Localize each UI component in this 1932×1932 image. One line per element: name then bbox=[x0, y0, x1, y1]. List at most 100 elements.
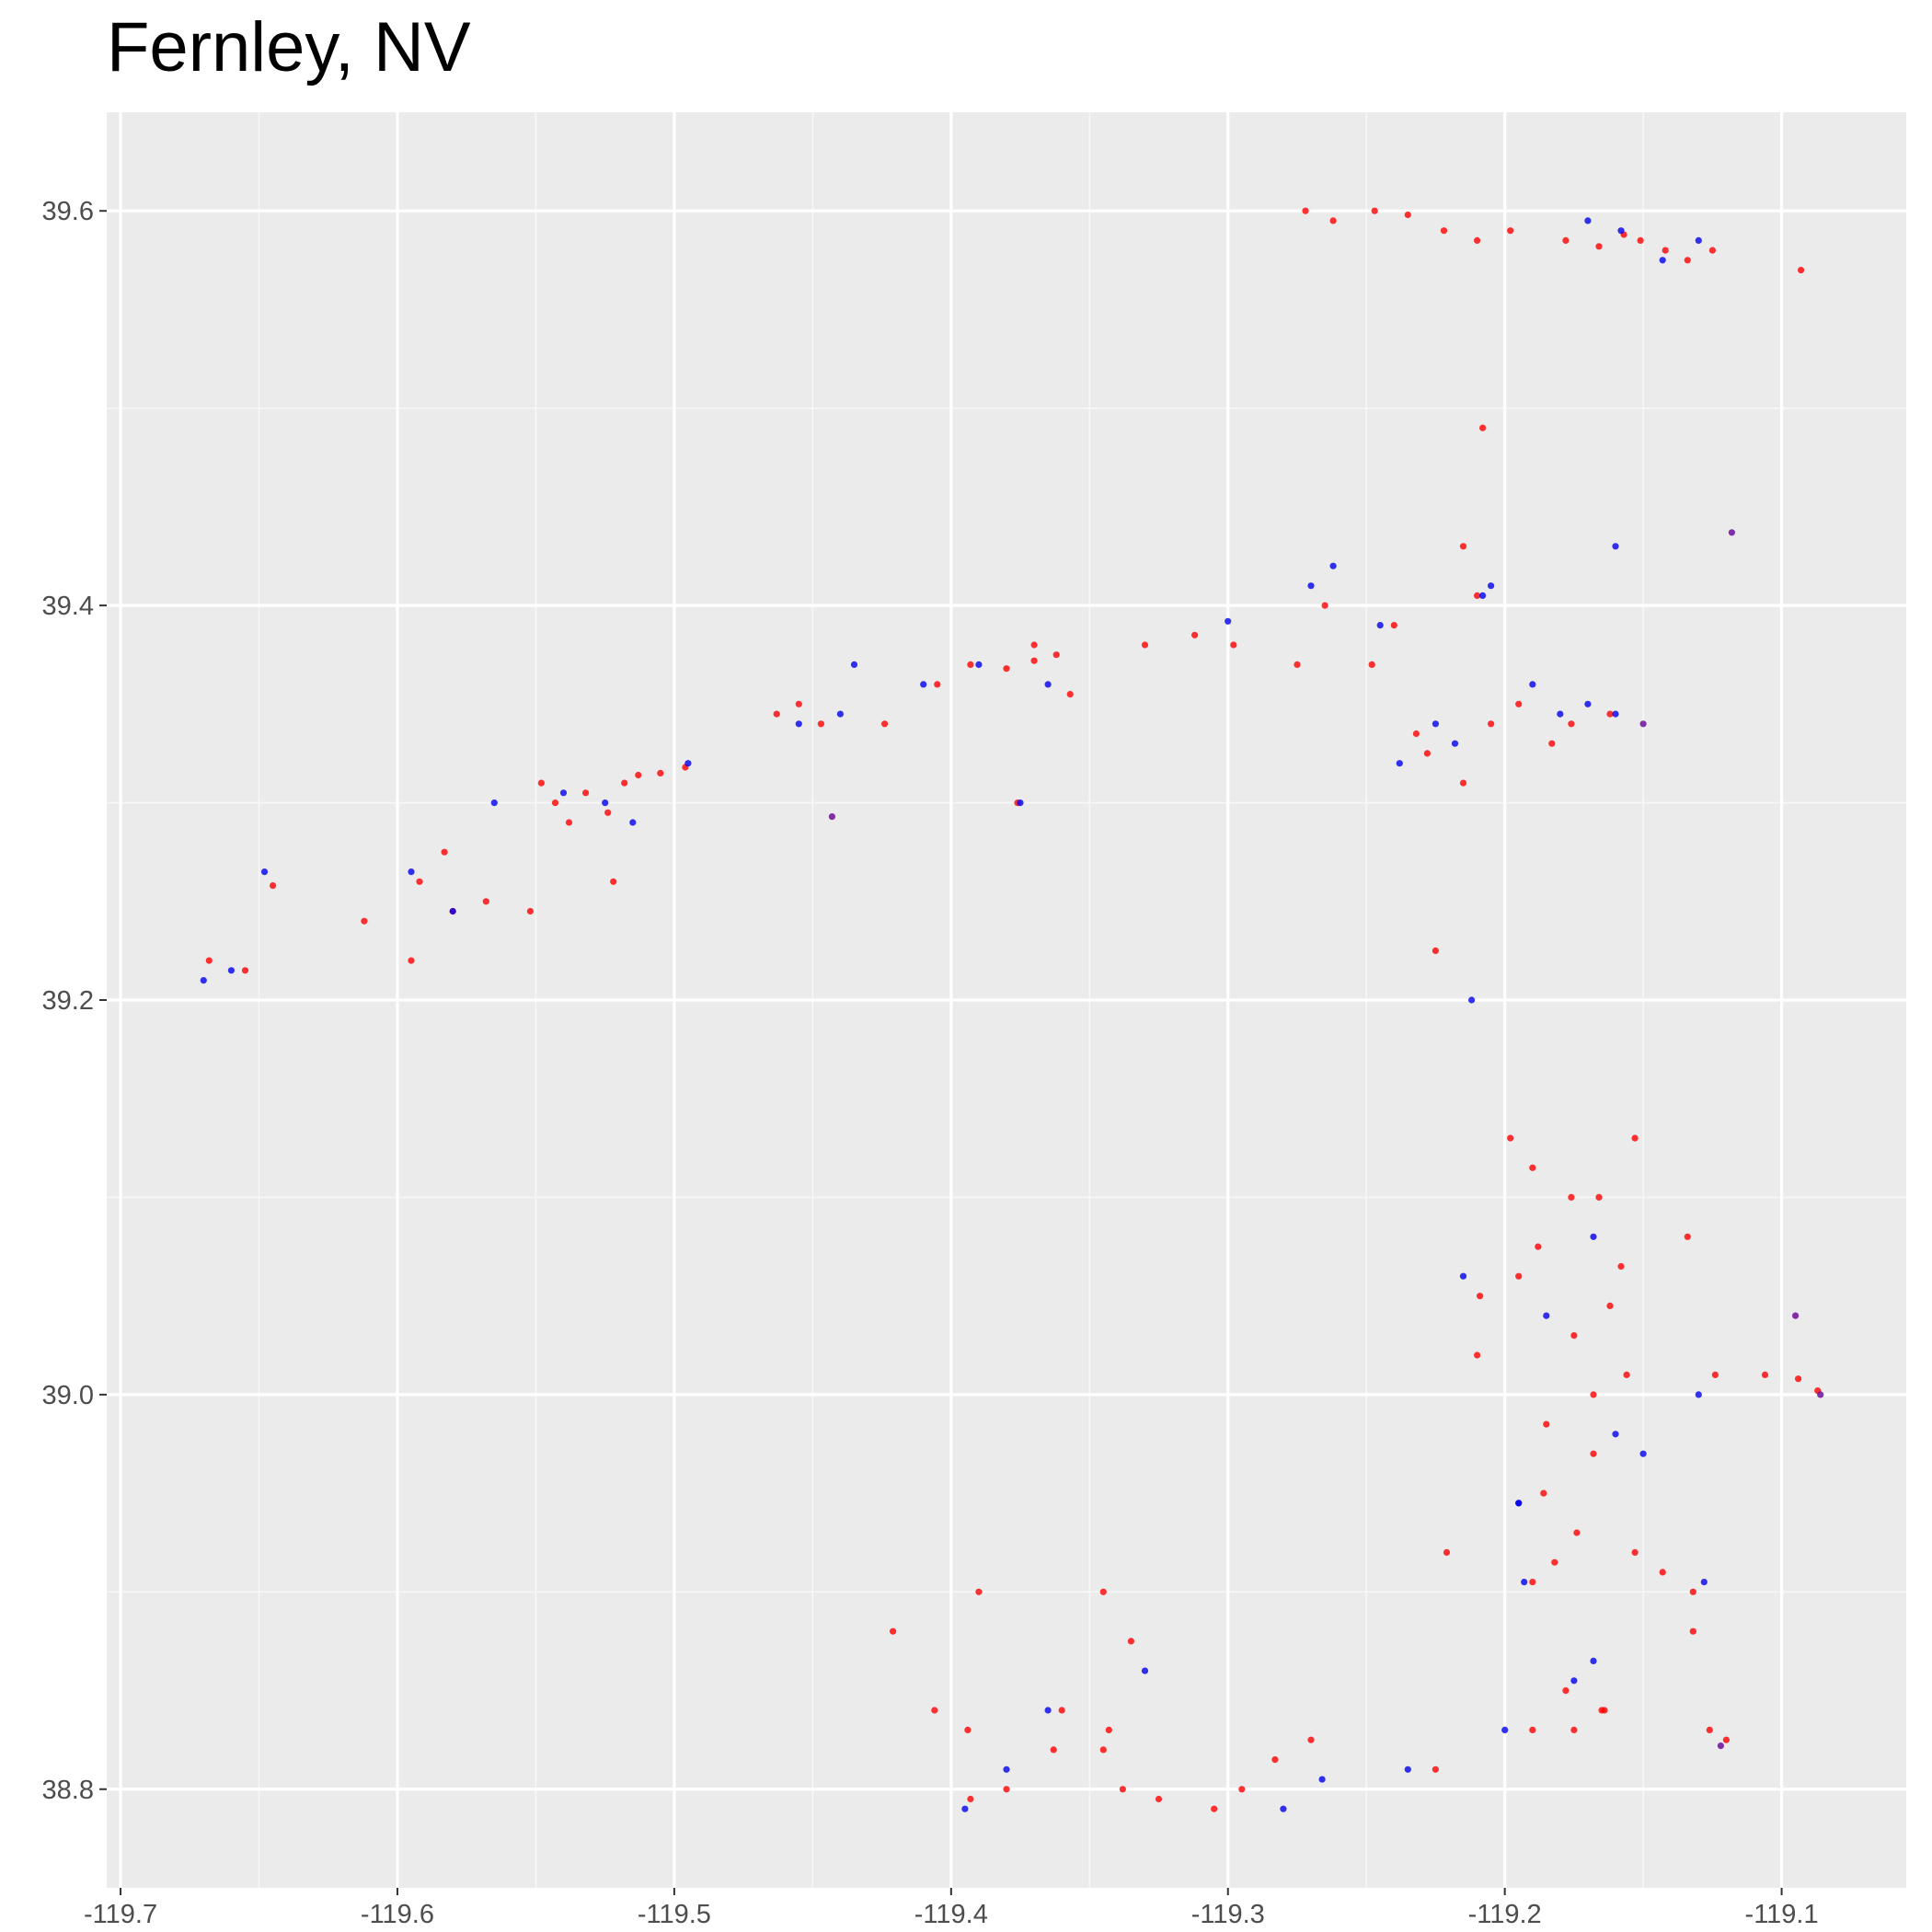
data-point bbox=[836, 710, 845, 718]
major-gridlines bbox=[107, 112, 1906, 1888]
data-point bbox=[408, 868, 415, 876]
data-point bbox=[490, 799, 498, 807]
y-tick-label: 39.4 bbox=[42, 592, 94, 621]
data-point bbox=[559, 789, 568, 797]
data-point bbox=[1598, 1707, 1605, 1714]
data-point bbox=[1390, 622, 1397, 629]
data-point bbox=[1474, 1351, 1481, 1359]
data-point bbox=[526, 907, 535, 915]
data-point bbox=[1099, 1746, 1107, 1754]
data-point bbox=[1058, 1707, 1065, 1714]
data-point bbox=[1515, 1272, 1523, 1280]
data-point bbox=[1451, 740, 1459, 747]
data-point bbox=[1595, 243, 1603, 250]
data-point bbox=[1479, 424, 1487, 431]
data-point bbox=[1044, 1707, 1052, 1714]
data-point bbox=[635, 771, 642, 779]
data-point bbox=[795, 720, 802, 728]
x-tick-label: -119.3 bbox=[1191, 1900, 1265, 1929]
data-point bbox=[1717, 1742, 1724, 1750]
data-point bbox=[1474, 592, 1481, 600]
data-point bbox=[1639, 720, 1647, 728]
data-point bbox=[1052, 651, 1060, 659]
data-point bbox=[1044, 681, 1052, 688]
data-point bbox=[773, 710, 780, 718]
data-point bbox=[604, 809, 612, 816]
data-point bbox=[1003, 665, 1010, 673]
data-point bbox=[961, 1805, 969, 1812]
y-tick-label: 38.8 bbox=[42, 1776, 94, 1805]
data-point bbox=[1211, 1805, 1218, 1812]
data-point bbox=[1468, 996, 1476, 1004]
data-point bbox=[1230, 641, 1237, 649]
data-point bbox=[1662, 247, 1669, 254]
data-point bbox=[1225, 617, 1232, 625]
x-tick-label: -119.4 bbox=[914, 1900, 988, 1929]
data-point bbox=[1761, 1371, 1769, 1378]
y-tick-label: 39.6 bbox=[42, 197, 94, 226]
data-point bbox=[1371, 207, 1378, 214]
data-point bbox=[1540, 1489, 1547, 1497]
data-point bbox=[1329, 562, 1337, 569]
data-point bbox=[850, 661, 858, 669]
data-point bbox=[1689, 1588, 1696, 1595]
data-point bbox=[890, 1627, 897, 1635]
data-point bbox=[1432, 1765, 1439, 1773]
data-point bbox=[1639, 1450, 1647, 1457]
data-point bbox=[1119, 1786, 1126, 1793]
data-point bbox=[1529, 1579, 1536, 1586]
data-point bbox=[565, 819, 573, 826]
data-point bbox=[1141, 641, 1149, 649]
data-point bbox=[621, 779, 628, 787]
data-point bbox=[1792, 1312, 1800, 1319]
data-point bbox=[1404, 1765, 1411, 1773]
data-point bbox=[1459, 543, 1467, 550]
data-point bbox=[361, 917, 368, 925]
data-point bbox=[817, 720, 825, 728]
x-tick-label: -119.1 bbox=[1745, 1900, 1819, 1929]
data-point bbox=[1030, 657, 1038, 664]
data-point bbox=[1573, 1529, 1581, 1536]
data-point bbox=[241, 967, 249, 974]
data-point bbox=[1127, 1638, 1134, 1645]
data-point bbox=[1521, 1579, 1528, 1586]
data-point bbox=[1432, 720, 1439, 728]
data-point bbox=[1631, 1548, 1639, 1556]
data-point bbox=[881, 720, 889, 728]
data-point bbox=[1280, 1805, 1287, 1812]
data-point bbox=[1368, 661, 1375, 669]
data-point bbox=[1570, 1677, 1578, 1685]
y-axis: 38.8 39.0 39.2 39.4 39.6 bbox=[42, 197, 107, 1805]
data-point bbox=[934, 681, 941, 688]
data-point bbox=[1307, 1736, 1315, 1743]
data-point bbox=[795, 700, 802, 707]
series-0-points bbox=[205, 207, 1822, 1812]
x-axis: -119.7 -119.6 -119.5 -119.4 -119.3 -119.2 -119… bbox=[84, 1888, 1819, 1929]
data-point bbox=[1562, 1687, 1570, 1695]
data-point bbox=[1396, 760, 1403, 767]
data-point bbox=[1155, 1795, 1163, 1803]
data-point bbox=[416, 878, 423, 885]
data-point bbox=[1318, 1776, 1326, 1783]
data-point bbox=[1659, 1569, 1666, 1576]
x-tick-label: -119.2 bbox=[1468, 1900, 1542, 1929]
data-point bbox=[931, 1707, 938, 1714]
data-point bbox=[1302, 207, 1309, 214]
data-point bbox=[629, 819, 637, 826]
chart-title: Fernley, NV bbox=[107, 8, 471, 86]
data-point bbox=[1659, 257, 1666, 264]
data-point bbox=[582, 789, 590, 797]
y-tick-label: 39.2 bbox=[42, 986, 94, 1016]
data-points bbox=[200, 207, 1824, 1812]
data-point bbox=[205, 957, 213, 964]
data-point bbox=[1590, 1391, 1597, 1398]
data-point bbox=[1515, 700, 1523, 707]
x-tick-label: -119.5 bbox=[638, 1900, 711, 1929]
data-point bbox=[1612, 1431, 1619, 1438]
data-point bbox=[449, 907, 456, 915]
data-point bbox=[1488, 720, 1495, 728]
data-point bbox=[1543, 1312, 1550, 1319]
data-point bbox=[441, 848, 448, 856]
data-point bbox=[1817, 1391, 1824, 1398]
data-point bbox=[1612, 543, 1619, 550]
